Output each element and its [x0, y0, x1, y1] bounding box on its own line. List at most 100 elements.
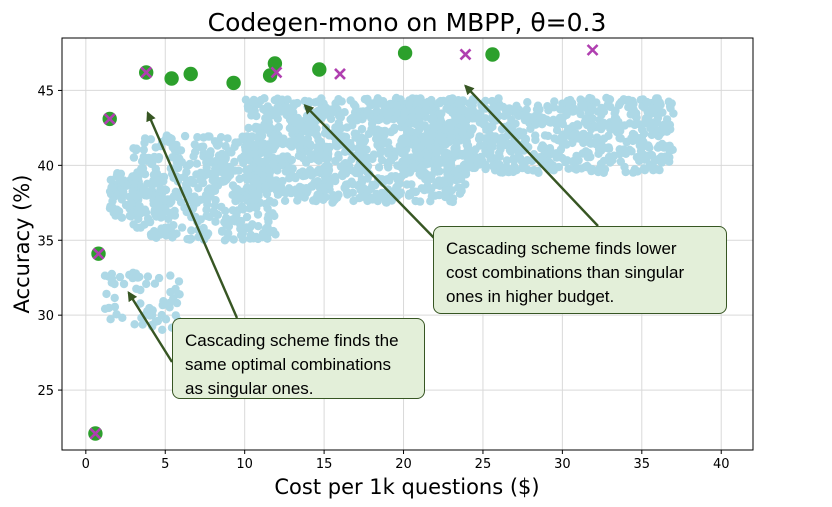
cloud-point — [587, 103, 597, 112]
cloud-point — [139, 145, 148, 154]
cloud-point — [614, 121, 623, 131]
x-tick-label: 35 — [634, 457, 651, 472]
cloud-point — [261, 181, 270, 191]
cloud-point — [187, 197, 197, 206]
cloud-point — [284, 174, 294, 183]
cloud-point — [230, 142, 239, 152]
cloud-point — [331, 99, 340, 108]
cloud-point — [385, 176, 394, 185]
cloud-point — [357, 175, 367, 184]
cloud-point — [431, 180, 441, 189]
cloud-point — [237, 194, 246, 204]
cloud-point — [639, 164, 649, 173]
cloud-point — [235, 174, 244, 184]
cloud-point — [370, 180, 380, 189]
cloud-point — [119, 279, 129, 289]
cloud-point — [285, 124, 295, 133]
cloud-point — [146, 135, 156, 144]
cloud-point — [372, 189, 381, 199]
x-axis-label: Cost per 1k questions ($) — [274, 475, 539, 499]
cascade-point — [334, 68, 346, 80]
cascade-point — [92, 247, 105, 260]
cloud-point — [238, 132, 247, 141]
cloud-point — [355, 149, 364, 158]
cloud-point — [334, 153, 343, 162]
cloud-point — [203, 132, 213, 141]
cloud-point — [254, 165, 263, 175]
cloud-point — [136, 223, 145, 232]
cloud-point — [264, 147, 274, 156]
cloud-point — [588, 120, 598, 130]
cloud-point — [550, 134, 559, 143]
cloud-point — [140, 170, 150, 179]
cloud-point — [654, 154, 664, 164]
cloud-point — [550, 149, 559, 158]
cloud-point — [408, 112, 417, 122]
cloud-point — [514, 148, 523, 158]
cloud-point — [153, 316, 163, 326]
cloud-point — [236, 216, 246, 226]
cloud-point — [356, 138, 365, 147]
cloud-point — [306, 154, 316, 164]
cloud-point — [126, 211, 135, 220]
cloud-point — [599, 118, 608, 128]
cloud-point — [339, 132, 348, 141]
cloud-point — [244, 154, 253, 163]
annotation-arrows — [127, 84, 599, 363]
cloud-point — [457, 171, 466, 180]
cloud-point — [136, 299, 145, 308]
cloud-point — [498, 168, 507, 177]
cloud-point — [205, 212, 214, 222]
cloud-point — [392, 101, 401, 110]
x-tick-label: 15 — [316, 457, 333, 472]
cloud-point — [202, 230, 211, 239]
cloud-point — [457, 106, 466, 115]
cloud-point — [247, 133, 256, 142]
cloud-point — [563, 97, 573, 107]
cloud-point — [504, 167, 514, 177]
cloud-point — [107, 269, 117, 279]
cascade-point — [89, 427, 102, 440]
cloud-point — [190, 140, 199, 149]
cloud-point — [353, 113, 362, 122]
cloud-point — [494, 94, 503, 103]
cloud-point — [574, 121, 583, 130]
cloud-point — [228, 181, 238, 190]
cloud-point — [157, 211, 167, 221]
cloud-point — [633, 167, 642, 176]
cloud-point — [112, 310, 121, 319]
cloud-point — [442, 104, 451, 113]
chart-title: Codegen-mono on MBPP, θ=0.3 — [208, 8, 607, 37]
cloud-point — [331, 123, 340, 132]
cloud-point — [105, 204, 115, 213]
cloud-point — [417, 163, 426, 172]
cloud-point — [270, 108, 280, 118]
cloud-point — [429, 114, 438, 123]
cloud-point — [244, 166, 253, 175]
cloud-point — [488, 122, 497, 131]
x-tick-label: 20 — [395, 457, 412, 472]
cloud-point — [129, 153, 139, 162]
singular-point — [267, 56, 283, 71]
cloud-point — [291, 173, 300, 183]
cloud-point — [536, 113, 545, 122]
cloud-point — [203, 186, 212, 195]
singular-point — [312, 62, 327, 77]
cloud-point — [271, 138, 281, 147]
cloud-point — [198, 178, 208, 188]
cloud-point — [454, 99, 463, 108]
cloud-point — [408, 163, 417, 172]
cloud-point — [163, 132, 173, 142]
cloud-point — [296, 133, 305, 142]
cloud-point — [433, 167, 442, 176]
cloud-point — [423, 98, 433, 107]
cloud-point — [217, 202, 226, 212]
cloud-point — [246, 230, 256, 240]
cloud-point — [457, 127, 467, 136]
cloud-point — [531, 120, 540, 129]
cloud-point — [411, 119, 420, 129]
cloud-point — [475, 118, 484, 127]
y-axis-label: Accuracy (%) — [10, 175, 34, 314]
cloud-point — [482, 134, 491, 143]
cloud-point — [165, 298, 174, 308]
